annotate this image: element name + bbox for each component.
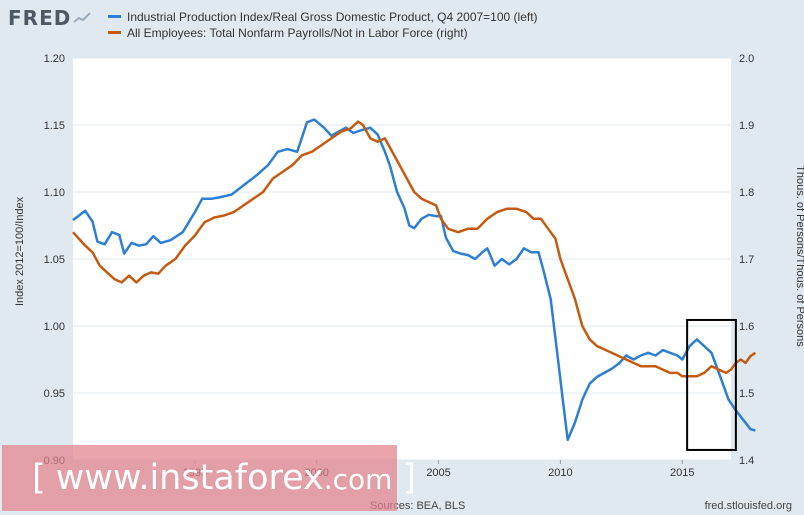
- series-line-industrial-production: [72, 118, 756, 442]
- legend-label: Industrial Production Index/Real Gross D…: [127, 10, 538, 24]
- watermark-open-bracket: [: [32, 458, 46, 498]
- y-tick-label-left: 0.95: [44, 388, 65, 400]
- legend-label: All Employees: Total Nonfarm Payrolls/No…: [127, 26, 468, 40]
- y-tick-label-left: 1.10: [44, 187, 65, 199]
- y-tick-label-right: 1.4: [739, 455, 754, 467]
- series-line-nonfarm-payrolls: [72, 120, 757, 378]
- y-tick-label-right: 2.0: [739, 53, 754, 65]
- y-tick-label-right: 1.8: [739, 187, 754, 199]
- legend-swatch-blue: [108, 15, 121, 18]
- fred-logo-graph-icon: [73, 12, 92, 23]
- y-tick-label-left: 1.00: [44, 321, 65, 333]
- x-tick-label: 2010: [548, 467, 572, 479]
- y-tick-label-right: 1.9: [739, 120, 754, 132]
- y-tick-label-right: 1.5: [739, 388, 754, 400]
- x-tick-label: 2015: [670, 467, 694, 479]
- y-tick-label-right: 1.6: [739, 321, 754, 333]
- left-axis-label: Index 2012=100/Index: [14, 196, 26, 306]
- instaforex-watermark: [www.instaforex.com]: [2, 445, 416, 511]
- legend-swatch-orange: [108, 31, 121, 34]
- y-tick-label-left: 1.15: [44, 120, 65, 132]
- watermark-close-bracket: ]: [402, 458, 417, 498]
- fred-logo-text: FRED: [8, 6, 72, 30]
- legend-item-nonfarm-payrolls: All Employees: Total Nonfarm Payrolls/No…: [108, 25, 538, 41]
- y-tick-label-right: 1.7: [739, 254, 754, 266]
- x-tick-label: 2005: [426, 467, 450, 479]
- y-tick-label-left: 1.05: [44, 254, 65, 266]
- fred-logo: FRED: [8, 6, 92, 30]
- chart-legend: Industrial Production Index/Real Gross D…: [108, 9, 538, 41]
- y-tick-label-left: 1.20: [44, 53, 65, 65]
- watermark-suffix: .com: [323, 463, 393, 496]
- legend-item-industrial-production: Industrial Production Index/Real Gross D…: [108, 9, 538, 25]
- right-axis-label: Thous. of Persons/Thous. of Persons: [794, 165, 804, 347]
- watermark-text: www.instaforex: [55, 458, 324, 498]
- source-url[interactable]: fred.stlouisfed.org: [704, 500, 792, 512]
- highlight-box-annotation: [686, 318, 737, 451]
